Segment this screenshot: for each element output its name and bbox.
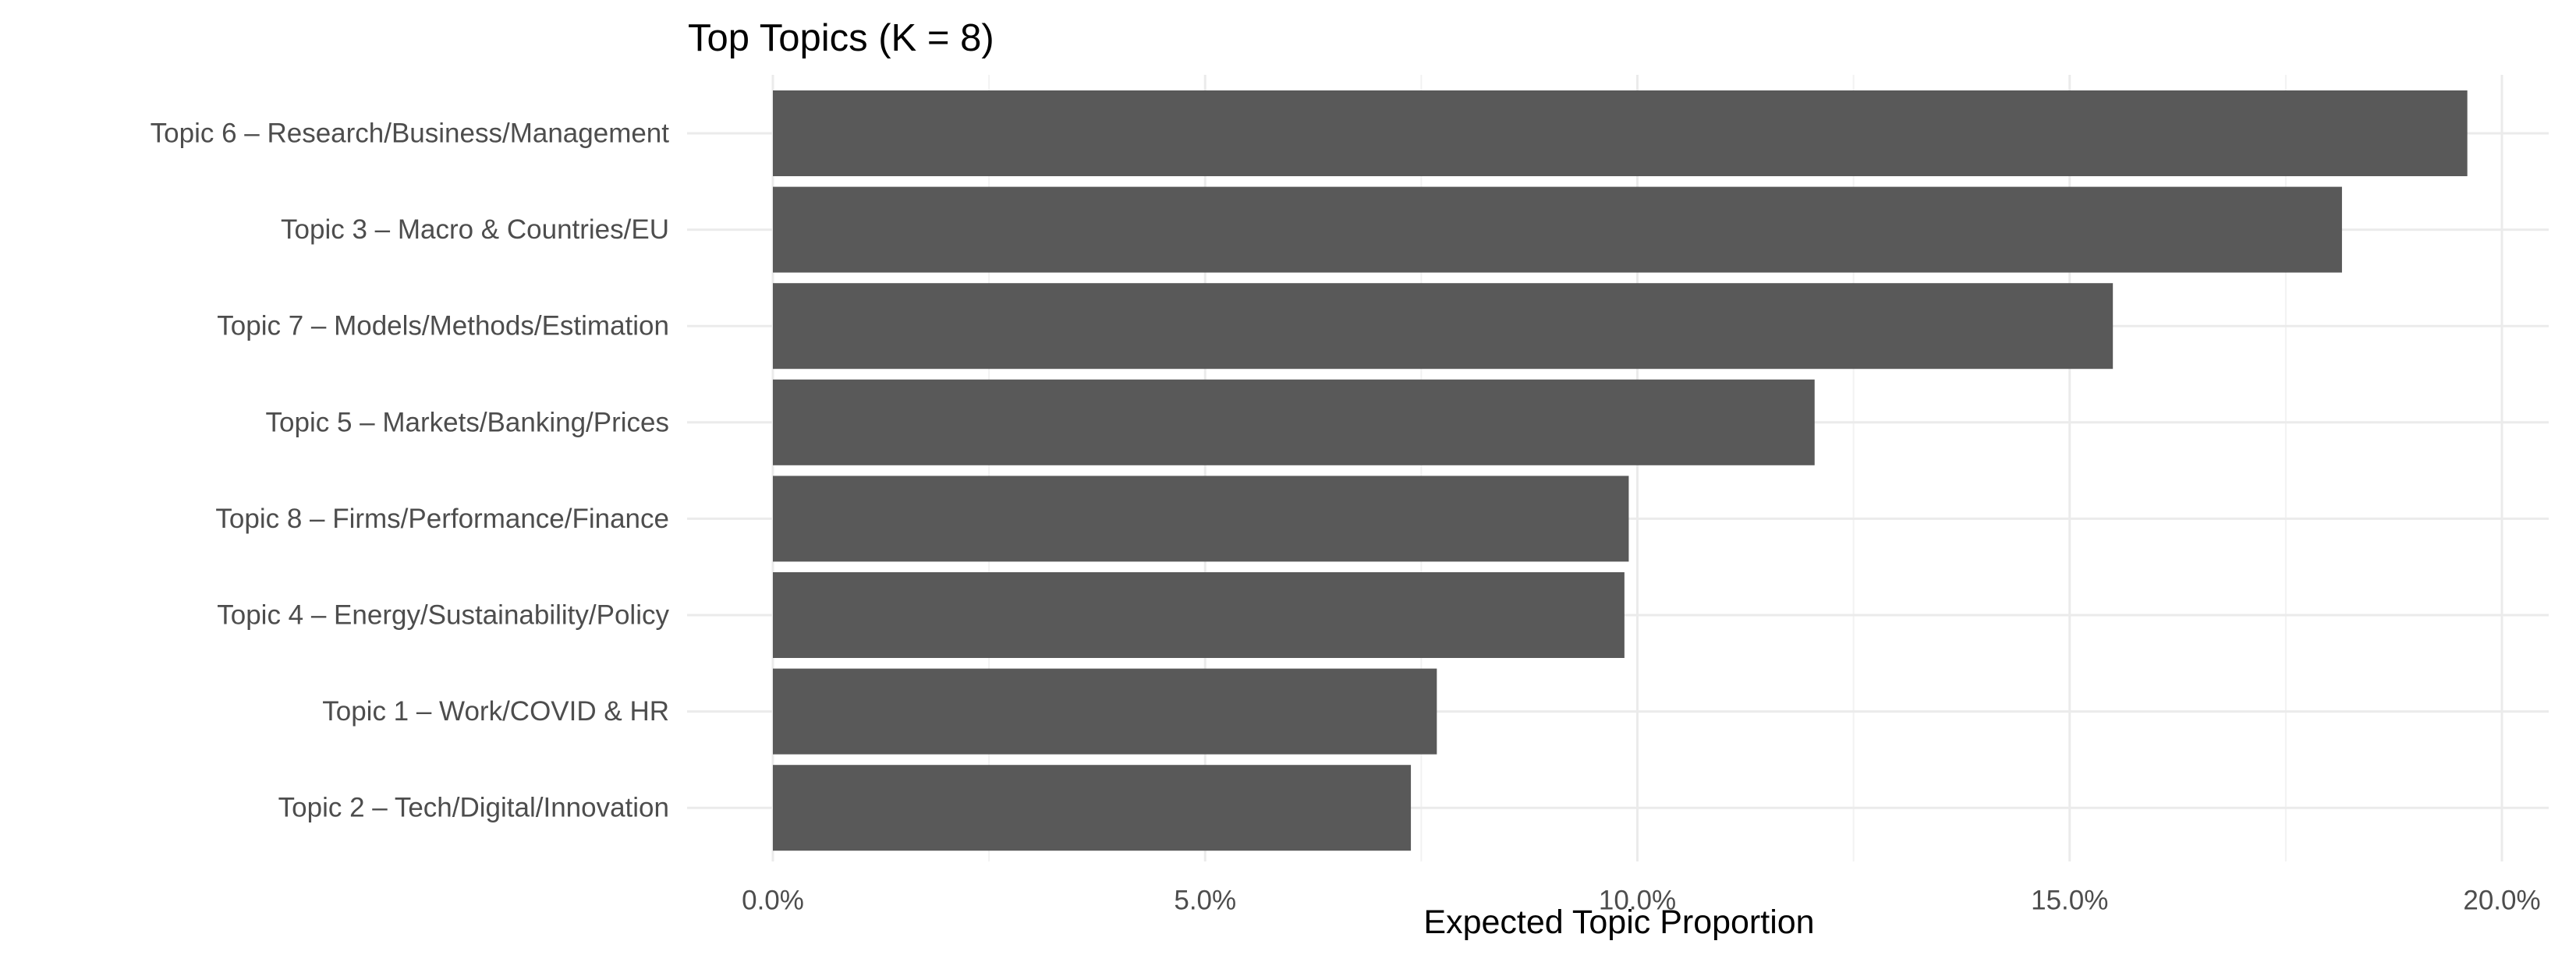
bar — [773, 668, 1437, 755]
category-label: Topic 6 – Research/Business/Management — [151, 118, 670, 149]
chart-title: Top Topics (K = 8) — [688, 17, 994, 59]
category-label: Topic 7 – Models/Methods/Estimation — [217, 311, 669, 341]
x-tick-label: 0.0% — [742, 886, 804, 916]
category-label: Topic 8 – Firms/Performance/Finance — [215, 504, 669, 534]
bar — [773, 90, 2468, 176]
x-tick-label: 5.0% — [1174, 886, 1236, 916]
bar — [773, 765, 1412, 851]
bar — [773, 572, 1625, 658]
category-label: Topic 1 – Work/COVID & HR — [322, 696, 669, 727]
x-tick-label: 10.0% — [1599, 886, 1676, 916]
category-label: Topic 2 – Tech/Digital/Innovation — [278, 793, 669, 823]
bar — [773, 379, 1815, 465]
x-tick-labels: 0.0% 5.0% 10.0% 15.0% 20.0% — [742, 886, 2541, 916]
category-label: Topic 3 – Macro & Countries/EU — [281, 214, 669, 245]
bar — [773, 186, 2342, 273]
bar — [773, 283, 2114, 370]
x-tick-label: 20.0% — [2463, 886, 2540, 916]
category-labels: Topic 6 – Research/Business/Management To… — [151, 118, 670, 823]
x-axis-title: Expected Topic Proportion — [1423, 904, 1814, 941]
category-label: Topic 4 – Energy/Sustainability/Policy — [217, 600, 669, 631]
bar — [773, 476, 1629, 562]
bars — [773, 90, 2468, 851]
x-tick-label: 15.0% — [2031, 886, 2108, 916]
category-label: Topic 5 – Markets/Banking/Prices — [266, 407, 669, 437]
